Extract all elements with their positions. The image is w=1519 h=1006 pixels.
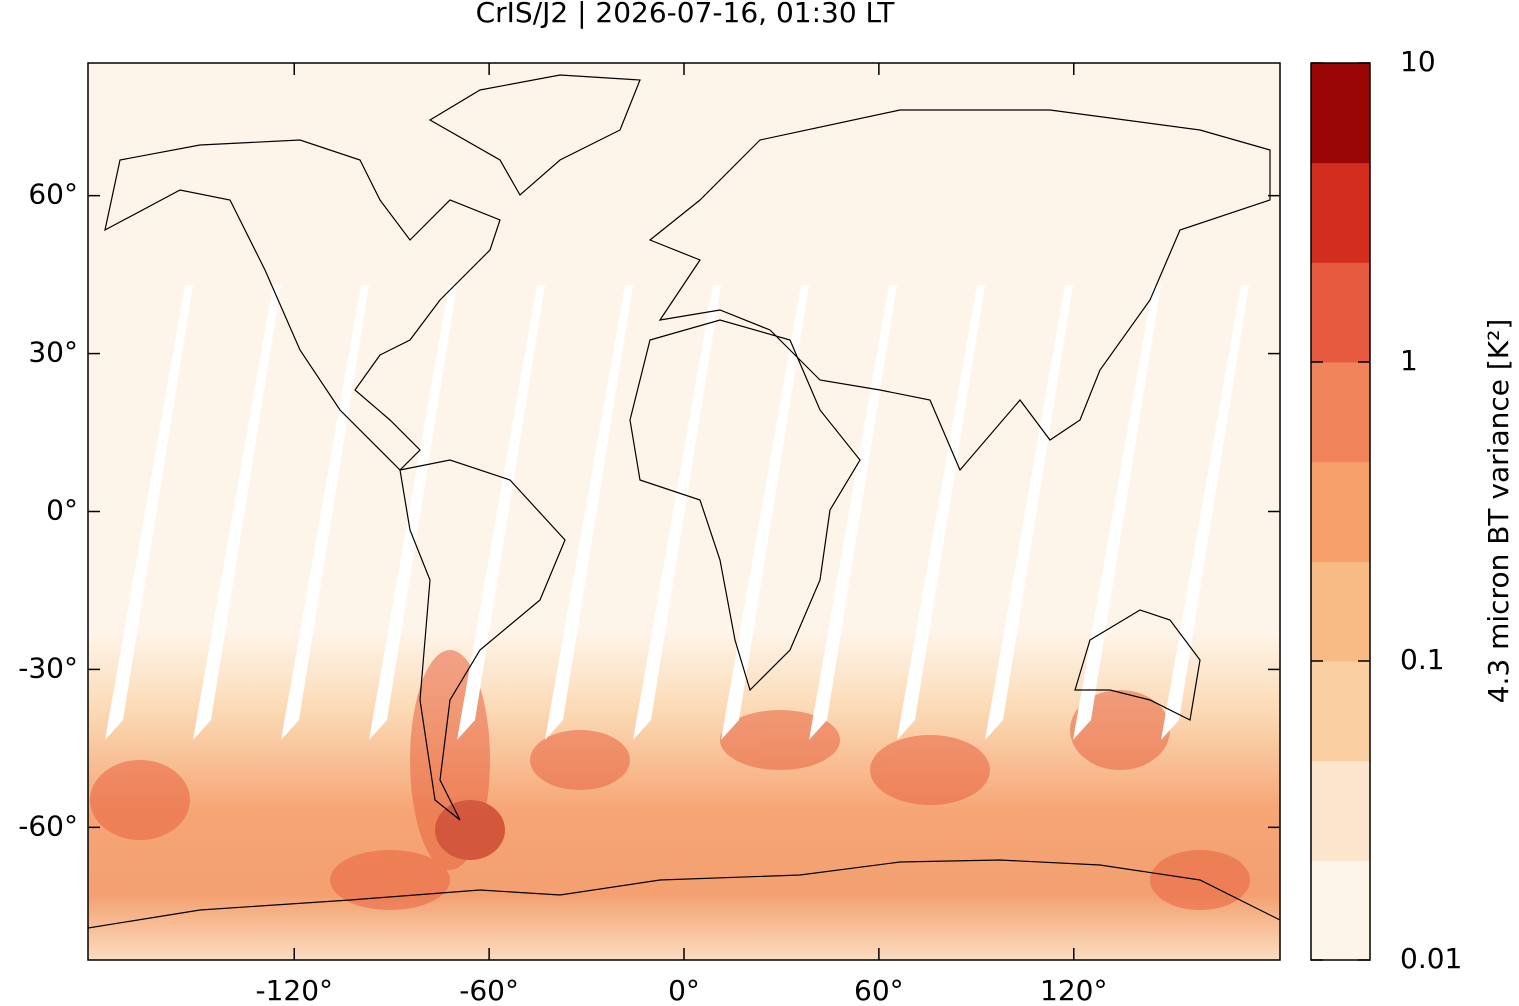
swath-gap: [985, 285, 1073, 740]
colorbar-band: [1311, 262, 1370, 363]
colorbar-tick-label: 0.01: [1400, 942, 1462, 975]
x-tick-label: -60°: [459, 974, 519, 1002]
colorbar-band: [1311, 661, 1370, 762]
swath-gaps: [105, 285, 1249, 740]
swath-gap: [1073, 285, 1161, 740]
swath-gap: [105, 285, 193, 740]
y-tick-label: -30°: [18, 651, 78, 684]
colorbar-band: [1311, 63, 1370, 164]
colorbar-band: [1311, 860, 1370, 961]
variance-field: [88, 630, 1280, 960]
y-tick-label: 0°: [46, 494, 78, 527]
x-tick-label: 120°: [1040, 974, 1107, 1002]
colorbar-frame: [1310, 62, 1371, 961]
swath-gap: [545, 285, 633, 740]
coastlines: [88, 74, 1280, 929]
colorbar-tick-label: 10: [1400, 45, 1436, 78]
colorbar: 0.01 0.1 1 10: [1310, 45, 1462, 975]
swath-gap: [721, 285, 809, 740]
colorbar-band: [1311, 362, 1370, 463]
y-tick-label: 60°: [28, 178, 78, 211]
swath-gap: [457, 285, 545, 740]
colorbar-band: [1311, 461, 1370, 562]
swath-gap: [633, 285, 721, 740]
swath-gap: [193, 285, 281, 740]
y-tick-label: 30°: [28, 336, 78, 369]
variance-blobs: [90, 650, 1250, 910]
colorbar-band: [1311, 561, 1370, 662]
colorbar-tick-label: 0.1: [1400, 643, 1445, 676]
x-tick-label: -120°: [255, 974, 333, 1002]
swath-gap: [897, 285, 985, 740]
swath-gap: [809, 285, 897, 740]
axes: -120° -60° 0° 60° 120° 60° 30° 0° -30° -60°: [18, 63, 1280, 1006]
map-field: [88, 63, 1280, 960]
colorbar-tick-label: 1: [1400, 344, 1418, 377]
colorbar-label: 4.3 micron BT variance [K²]: [1482, 319, 1515, 704]
colorbar-band: [1311, 760, 1370, 861]
swath-gap: [369, 285, 457, 740]
x-tick-label: 0°: [668, 974, 700, 1002]
swath-gap: [281, 285, 369, 740]
swath-gap: [1161, 285, 1249, 740]
y-tick-label: -60°: [18, 809, 78, 842]
x-tick-label: 60°: [854, 974, 904, 1002]
chart-title: CrIS/J2 | 2026-07-16, 01:30 LT: [476, 0, 896, 29]
colorbar-band: [1311, 162, 1370, 263]
